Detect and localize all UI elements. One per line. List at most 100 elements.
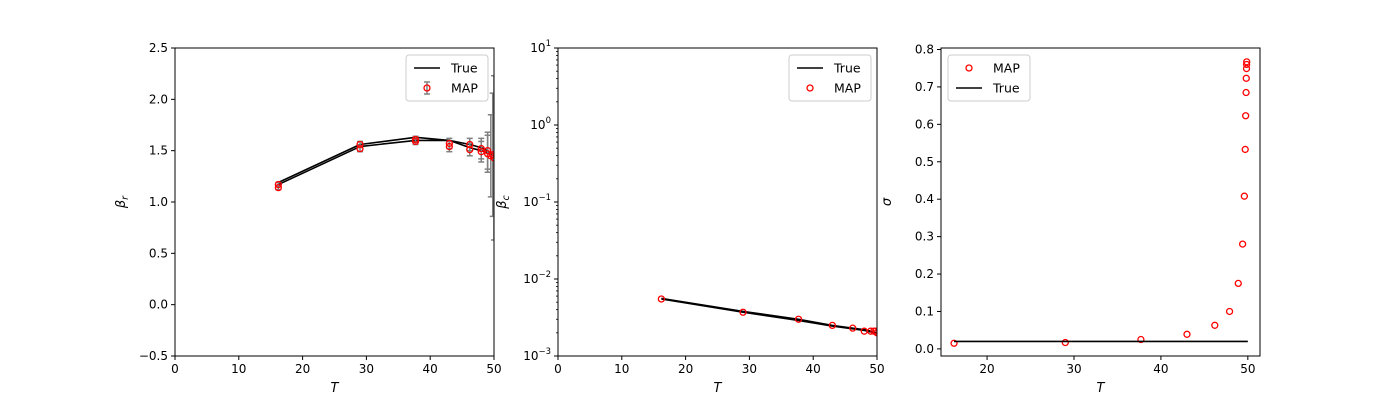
x-tick-label: 30 bbox=[742, 362, 757, 376]
y-axis-label: βc bbox=[495, 194, 512, 209]
map-point bbox=[1061, 338, 1069, 347]
y-tick-label: 1.0 bbox=[149, 195, 168, 209]
y-tick-label: 10−1 bbox=[523, 193, 551, 209]
map-point bbox=[1241, 145, 1249, 154]
map-point bbox=[1234, 279, 1242, 288]
map-point bbox=[490, 154, 494, 162]
series-true-line bbox=[661, 298, 877, 334]
series-true-line bbox=[278, 136, 494, 184]
map-point bbox=[1242, 112, 1250, 120]
y-tick-label: 0.5 bbox=[915, 155, 934, 169]
x-tick-label: 0 bbox=[554, 362, 562, 376]
legend-beta_c: True MAP bbox=[788, 54, 872, 102]
y-tick-label: 101 bbox=[530, 39, 551, 55]
y-tick-label: 0.0 bbox=[915, 342, 934, 356]
map-point bbox=[828, 321, 836, 330]
map-point bbox=[445, 139, 453, 148]
x-tick-label: 40 bbox=[1153, 362, 1168, 376]
y-tick-label-base: 10 bbox=[530, 41, 545, 55]
legend-label: True bbox=[992, 81, 1020, 96]
map-point bbox=[466, 145, 474, 154]
x-tick-label: 20 bbox=[678, 362, 693, 376]
y-tick-label: 2.5 bbox=[149, 41, 168, 55]
map-point bbox=[1211, 321, 1219, 329]
x-tick-label: 50 bbox=[1240, 362, 1255, 376]
map-point bbox=[445, 142, 453, 151]
map-point bbox=[1238, 240, 1247, 248]
map-point bbox=[411, 135, 420, 144]
plot-area-beta_c bbox=[657, 295, 877, 337]
y-axis-label-main: β bbox=[495, 200, 510, 209]
map-point bbox=[274, 180, 283, 189]
x-tick-label: 10 bbox=[231, 362, 246, 376]
map-point bbox=[1242, 60, 1251, 69]
x-tick-label: 50 bbox=[869, 362, 884, 376]
y-tick-label-base: 10 bbox=[523, 195, 538, 209]
x-axis-label: T bbox=[714, 381, 723, 396]
map-point bbox=[274, 183, 283, 192]
x-tick-label: 20 bbox=[979, 362, 994, 376]
map-point bbox=[489, 151, 494, 159]
map-point bbox=[657, 295, 666, 303]
x-tick-label: 10 bbox=[614, 362, 629, 376]
y-tick-label-base: 10 bbox=[523, 349, 538, 363]
y-tick-label: 10−3 bbox=[523, 347, 551, 363]
map-point bbox=[483, 147, 492, 155]
y-tick-label: 0.2 bbox=[915, 267, 934, 281]
y-tick-label: 10−2 bbox=[523, 270, 551, 286]
map-point bbox=[1243, 58, 1251, 66]
y-tick-label: 0.4 bbox=[915, 192, 934, 206]
y-tick-label-exponent: −3 bbox=[538, 347, 551, 357]
axes-frame bbox=[940, 47, 1261, 357]
y-tick-label-exponent: 1 bbox=[546, 39, 551, 49]
y-tick-label: 1.5 bbox=[149, 144, 168, 158]
y-tick-label: 0.6 bbox=[915, 117, 934, 131]
y-tick-label-exponent: −1 bbox=[538, 193, 551, 203]
subplot-beta_r: 0 10 20 30 40 50 −0.5 0.0 0.5 1.0 1.5 2.0 2.5 Tβr True… bbox=[114, 41, 502, 396]
map-point bbox=[1137, 335, 1145, 344]
x-axis-label: T bbox=[1097, 381, 1106, 396]
y-axis-label-sub: c bbox=[501, 194, 512, 200]
legend-sigma: MAP True bbox=[947, 54, 1031, 102]
legend-label: MAP bbox=[834, 81, 861, 96]
legend-label: MAP bbox=[993, 61, 1020, 76]
plot-area-sigma bbox=[950, 58, 1251, 347]
y-tick-label: 100 bbox=[530, 116, 551, 132]
y-axis-label: σ bbox=[880, 197, 895, 206]
map-point bbox=[356, 144, 364, 153]
y-tick-label: 0.8 bbox=[915, 42, 934, 56]
y-axis-label-main: β bbox=[114, 200, 129, 209]
map-point bbox=[794, 315, 803, 323]
x-tick-label: 0 bbox=[171, 362, 179, 376]
map-point bbox=[1242, 64, 1251, 73]
map-point bbox=[356, 140, 364, 149]
y-tick-label: −0.5 bbox=[139, 349, 168, 363]
map-point bbox=[866, 327, 875, 335]
plot-area-beta_r bbox=[274, 74, 494, 241]
y-tick-label: 0.7 bbox=[915, 80, 934, 94]
x-axis-label: T bbox=[331, 381, 340, 396]
map-point bbox=[1242, 88, 1250, 97]
map-point bbox=[872, 327, 877, 335]
y-tick-label: 0.3 bbox=[915, 230, 934, 244]
map-point bbox=[1183, 330, 1191, 338]
map-point bbox=[466, 140, 474, 149]
legend-box bbox=[947, 54, 1031, 102]
legend-beta_r: True MAP bbox=[405, 54, 489, 102]
x-tick-label: 30 bbox=[359, 362, 374, 376]
y-tick-label: 2.0 bbox=[149, 92, 168, 106]
legend-label: True bbox=[450, 61, 478, 76]
y-tick-label-base: 10 bbox=[530, 118, 545, 132]
y-tick-label: 0.5 bbox=[149, 246, 168, 260]
y-tick-label: 0.0 bbox=[149, 298, 168, 312]
map-point bbox=[1225, 307, 1234, 316]
map-point bbox=[849, 324, 857, 332]
map-point bbox=[873, 329, 877, 337]
map-point bbox=[1240, 192, 1249, 200]
x-tick-label: 20 bbox=[295, 362, 310, 376]
map-point bbox=[1242, 74, 1250, 82]
y-axis-label-sub: r bbox=[120, 195, 131, 200]
